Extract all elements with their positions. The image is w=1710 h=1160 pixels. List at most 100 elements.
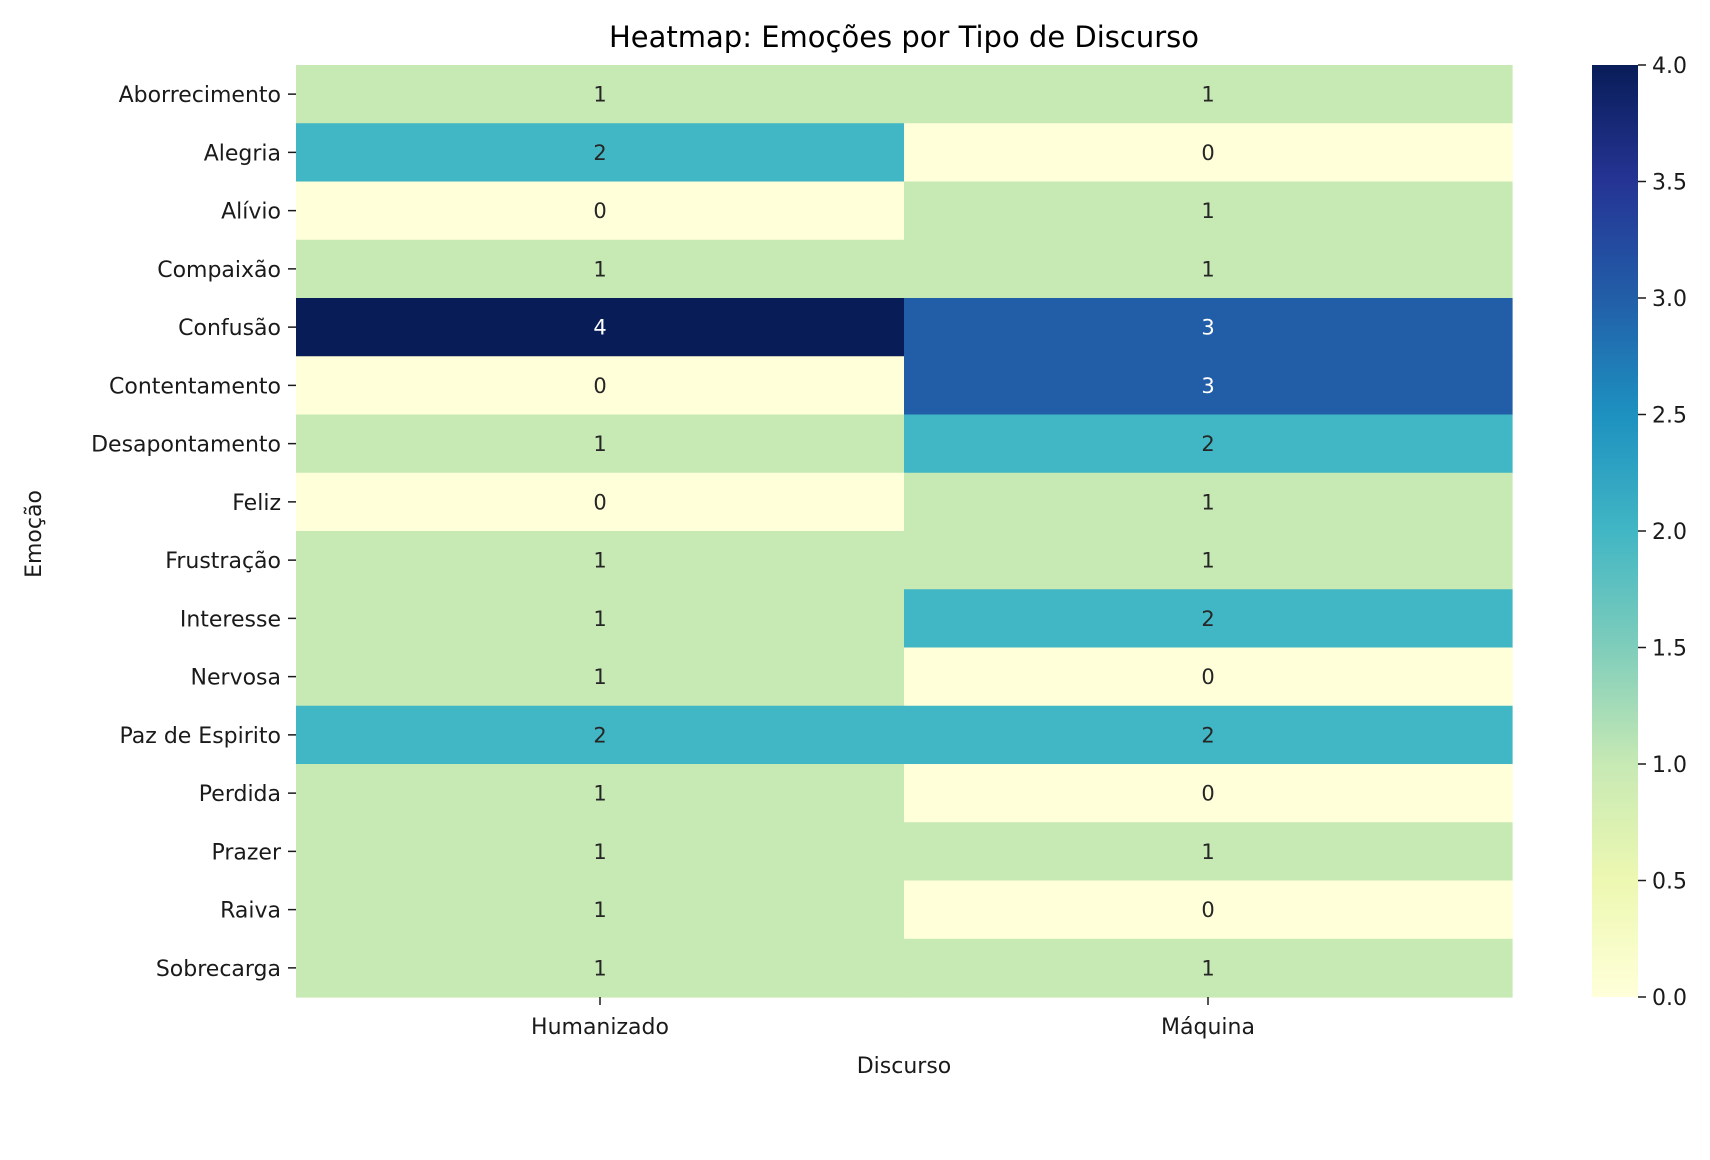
heatmap-cell	[296, 239, 905, 299]
cell-value-label: 1	[1201, 840, 1214, 864]
y-tick-label: Desapontamento	[91, 433, 281, 458]
cell-value-label: 1	[593, 956, 606, 980]
heatmap-cell	[904, 181, 1513, 241]
colorbar-tick-label: 2.0	[1652, 520, 1687, 545]
heatmap-cell	[904, 298, 1513, 357]
cell-value-label: 0	[593, 374, 606, 398]
y-tick-label: Paz de Espirito	[120, 724, 281, 749]
heatmap-cell	[296, 414, 905, 474]
heatmap-cell	[904, 705, 1513, 765]
cell-value-label: 0	[1201, 898, 1214, 922]
y-axis-label: Emoção	[22, 490, 47, 578]
cell-value-label: 1	[1201, 83, 1214, 107]
heatmap-cell	[296, 822, 905, 882]
heatmap-cell	[904, 764, 1513, 823]
y-tick-label: Alívio	[221, 200, 281, 225]
colorbar-tick-label: 4.0	[1652, 54, 1687, 79]
heatmap-cell	[296, 181, 905, 241]
cell-value-label: 1	[1201, 490, 1214, 514]
heatmap-cell	[296, 589, 905, 649]
cell-value-label: 1	[1201, 956, 1214, 980]
heatmap-cell	[904, 822, 1513, 882]
heatmap-cells: 1 1 2 0 0 1 1 1 4 3 0 3 1 2 0 1 1 1 1 2 1 0 2 2 1 0 1 1 1 0 1 1	[296, 65, 1513, 998]
heatmap-cell	[296, 472, 905, 532]
x-axis: Humanizado Máquina	[531, 997, 1255, 1040]
cell-value-label: 2	[1201, 432, 1214, 456]
cell-value-label: 1	[593, 83, 606, 107]
cell-value-label: 1	[593, 432, 606, 456]
x-tick-label: Máquina	[1161, 1015, 1255, 1040]
cell-value-label: 1	[593, 257, 606, 281]
heatmap-cell	[904, 414, 1513, 474]
cell-value-label: 2	[1201, 723, 1214, 747]
y-tick-label: Interesse	[180, 607, 281, 632]
cell-value-label: 2	[593, 723, 606, 747]
cell-value-label: 1	[593, 840, 606, 864]
heatmap-cell	[904, 647, 1513, 707]
y-tick-label: Aborrecimento	[119, 83, 281, 108]
y-tick-label: Nervosa	[191, 666, 281, 691]
colorbar-tick-label: 3.5	[1652, 171, 1687, 196]
cell-value-label: 1	[1201, 199, 1214, 223]
heatmap-cell	[904, 239, 1513, 299]
cell-value-label: 3	[1201, 316, 1214, 340]
heatmap-cell	[296, 647, 905, 707]
heatmap-cell	[904, 123, 1513, 183]
cell-value-label: 1	[1201, 549, 1214, 573]
colorbar-gradient	[1592, 65, 1638, 997]
y-tick-label: Perdida	[199, 782, 281, 807]
y-tick-label: Raiva	[220, 899, 281, 924]
heatmap-cell	[296, 705, 905, 765]
heatmap-cell	[904, 938, 1513, 998]
y-tick-label: Sobrecarga	[156, 957, 281, 982]
y-tick-label: Contentamento	[109, 374, 281, 399]
heatmap-cell	[904, 65, 1513, 124]
heatmap-cell	[904, 589, 1513, 649]
x-tick-label: Humanizado	[531, 1015, 669, 1040]
colorbar-tick-label: 1.0	[1652, 753, 1687, 778]
heatmap-cell	[296, 298, 905, 357]
y-tick-label: Feliz	[232, 491, 281, 516]
x-axis-label: Discurso	[857, 1054, 952, 1079]
colorbar: 0.0 0.5 1.0 1.5 2.0 2.5 3.0 3.5 4.0	[1592, 54, 1687, 1011]
cell-value-label: 1	[593, 782, 606, 806]
heatmap-cell	[296, 123, 905, 183]
cell-value-label: 0	[1201, 141, 1214, 165]
y-tick-label: Frustração	[165, 549, 281, 574]
heatmap-cell	[904, 356, 1513, 416]
heatmap-cell	[296, 764, 905, 823]
y-tick-label: Prazer	[211, 840, 281, 865]
heatmap-cell	[296, 356, 905, 416]
heatmap-cell	[904, 880, 1513, 940]
heatmap-cell	[296, 880, 905, 940]
cell-value-label: 0	[593, 199, 606, 223]
heatmap-cell	[904, 531, 1513, 590]
colorbar-tick-label: 0.5	[1652, 870, 1687, 895]
chart-title: Heatmap: Emoções por Tipo de Discurso	[609, 20, 1199, 54]
cell-value-label: 1	[593, 898, 606, 922]
cell-value-label: 2	[593, 141, 606, 165]
cell-value-label: 3	[1201, 374, 1214, 398]
heatmap-cell	[904, 472, 1513, 532]
y-axis: Aborrecimento Alegria Alívio Compaixão Confu…	[91, 83, 296, 982]
cell-value-label: 0	[1201, 782, 1214, 806]
colorbar-tick-label: 0.0	[1652, 986, 1687, 1011]
colorbar-tick-label: 1.5	[1652, 637, 1687, 662]
heatmap-cell	[296, 531, 905, 590]
heatmap-cell	[296, 938, 905, 998]
colorbar-tick-label: 3.0	[1652, 287, 1687, 312]
cell-value-label: 1	[593, 607, 606, 631]
cell-value-label: 1	[593, 665, 606, 689]
cell-value-label: 4	[593, 316, 606, 340]
heatmap-cell	[296, 65, 905, 124]
y-tick-label: Compaixão	[157, 258, 281, 283]
cell-value-label: 1	[1201, 257, 1214, 281]
cell-value-label: 2	[1201, 607, 1214, 631]
cell-value-label: 0	[1201, 665, 1214, 689]
y-tick-label: Alegria	[204, 141, 281, 166]
colorbar-tick-label: 2.5	[1652, 404, 1687, 429]
cell-value-label: 1	[593, 549, 606, 573]
cell-value-label: 0	[593, 490, 606, 514]
y-tick-label: Confusão	[178, 316, 281, 341]
